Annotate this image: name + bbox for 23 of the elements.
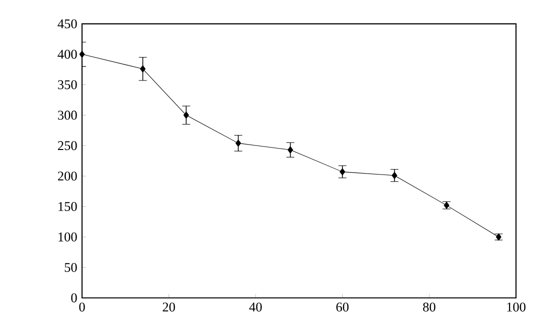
y-tick-label: 250 bbox=[58, 141, 77, 150]
y-tick-label: 300 bbox=[58, 110, 77, 120]
x-tick-label: 80 bbox=[423, 302, 436, 312]
point bbox=[140, 65, 146, 72]
x-tick-label: 60 bbox=[336, 302, 349, 312]
x-tick-label: 100 bbox=[507, 302, 526, 312]
point bbox=[236, 140, 242, 147]
y-tick-label: 150 bbox=[58, 202, 77, 212]
y-tick-label: 350 bbox=[58, 80, 77, 90]
x-tick-label: 20 bbox=[162, 302, 175, 312]
point bbox=[79, 50, 85, 58]
point bbox=[183, 112, 189, 119]
y-tick-label: 450 bbox=[58, 19, 77, 28]
point bbox=[340, 168, 346, 176]
y-tick-label: 100 bbox=[58, 232, 77, 242]
y-tick-label: 400 bbox=[58, 50, 77, 59]
y-tick-label: 50 bbox=[64, 262, 77, 272]
y-tick-label: 0 bbox=[71, 293, 77, 302]
x-tick-label: 0 bbox=[79, 302, 85, 312]
point bbox=[392, 172, 398, 180]
y-tick-label: 200 bbox=[58, 172, 77, 181]
point bbox=[288, 146, 294, 154]
x-tick-label: 40 bbox=[249, 302, 262, 312]
